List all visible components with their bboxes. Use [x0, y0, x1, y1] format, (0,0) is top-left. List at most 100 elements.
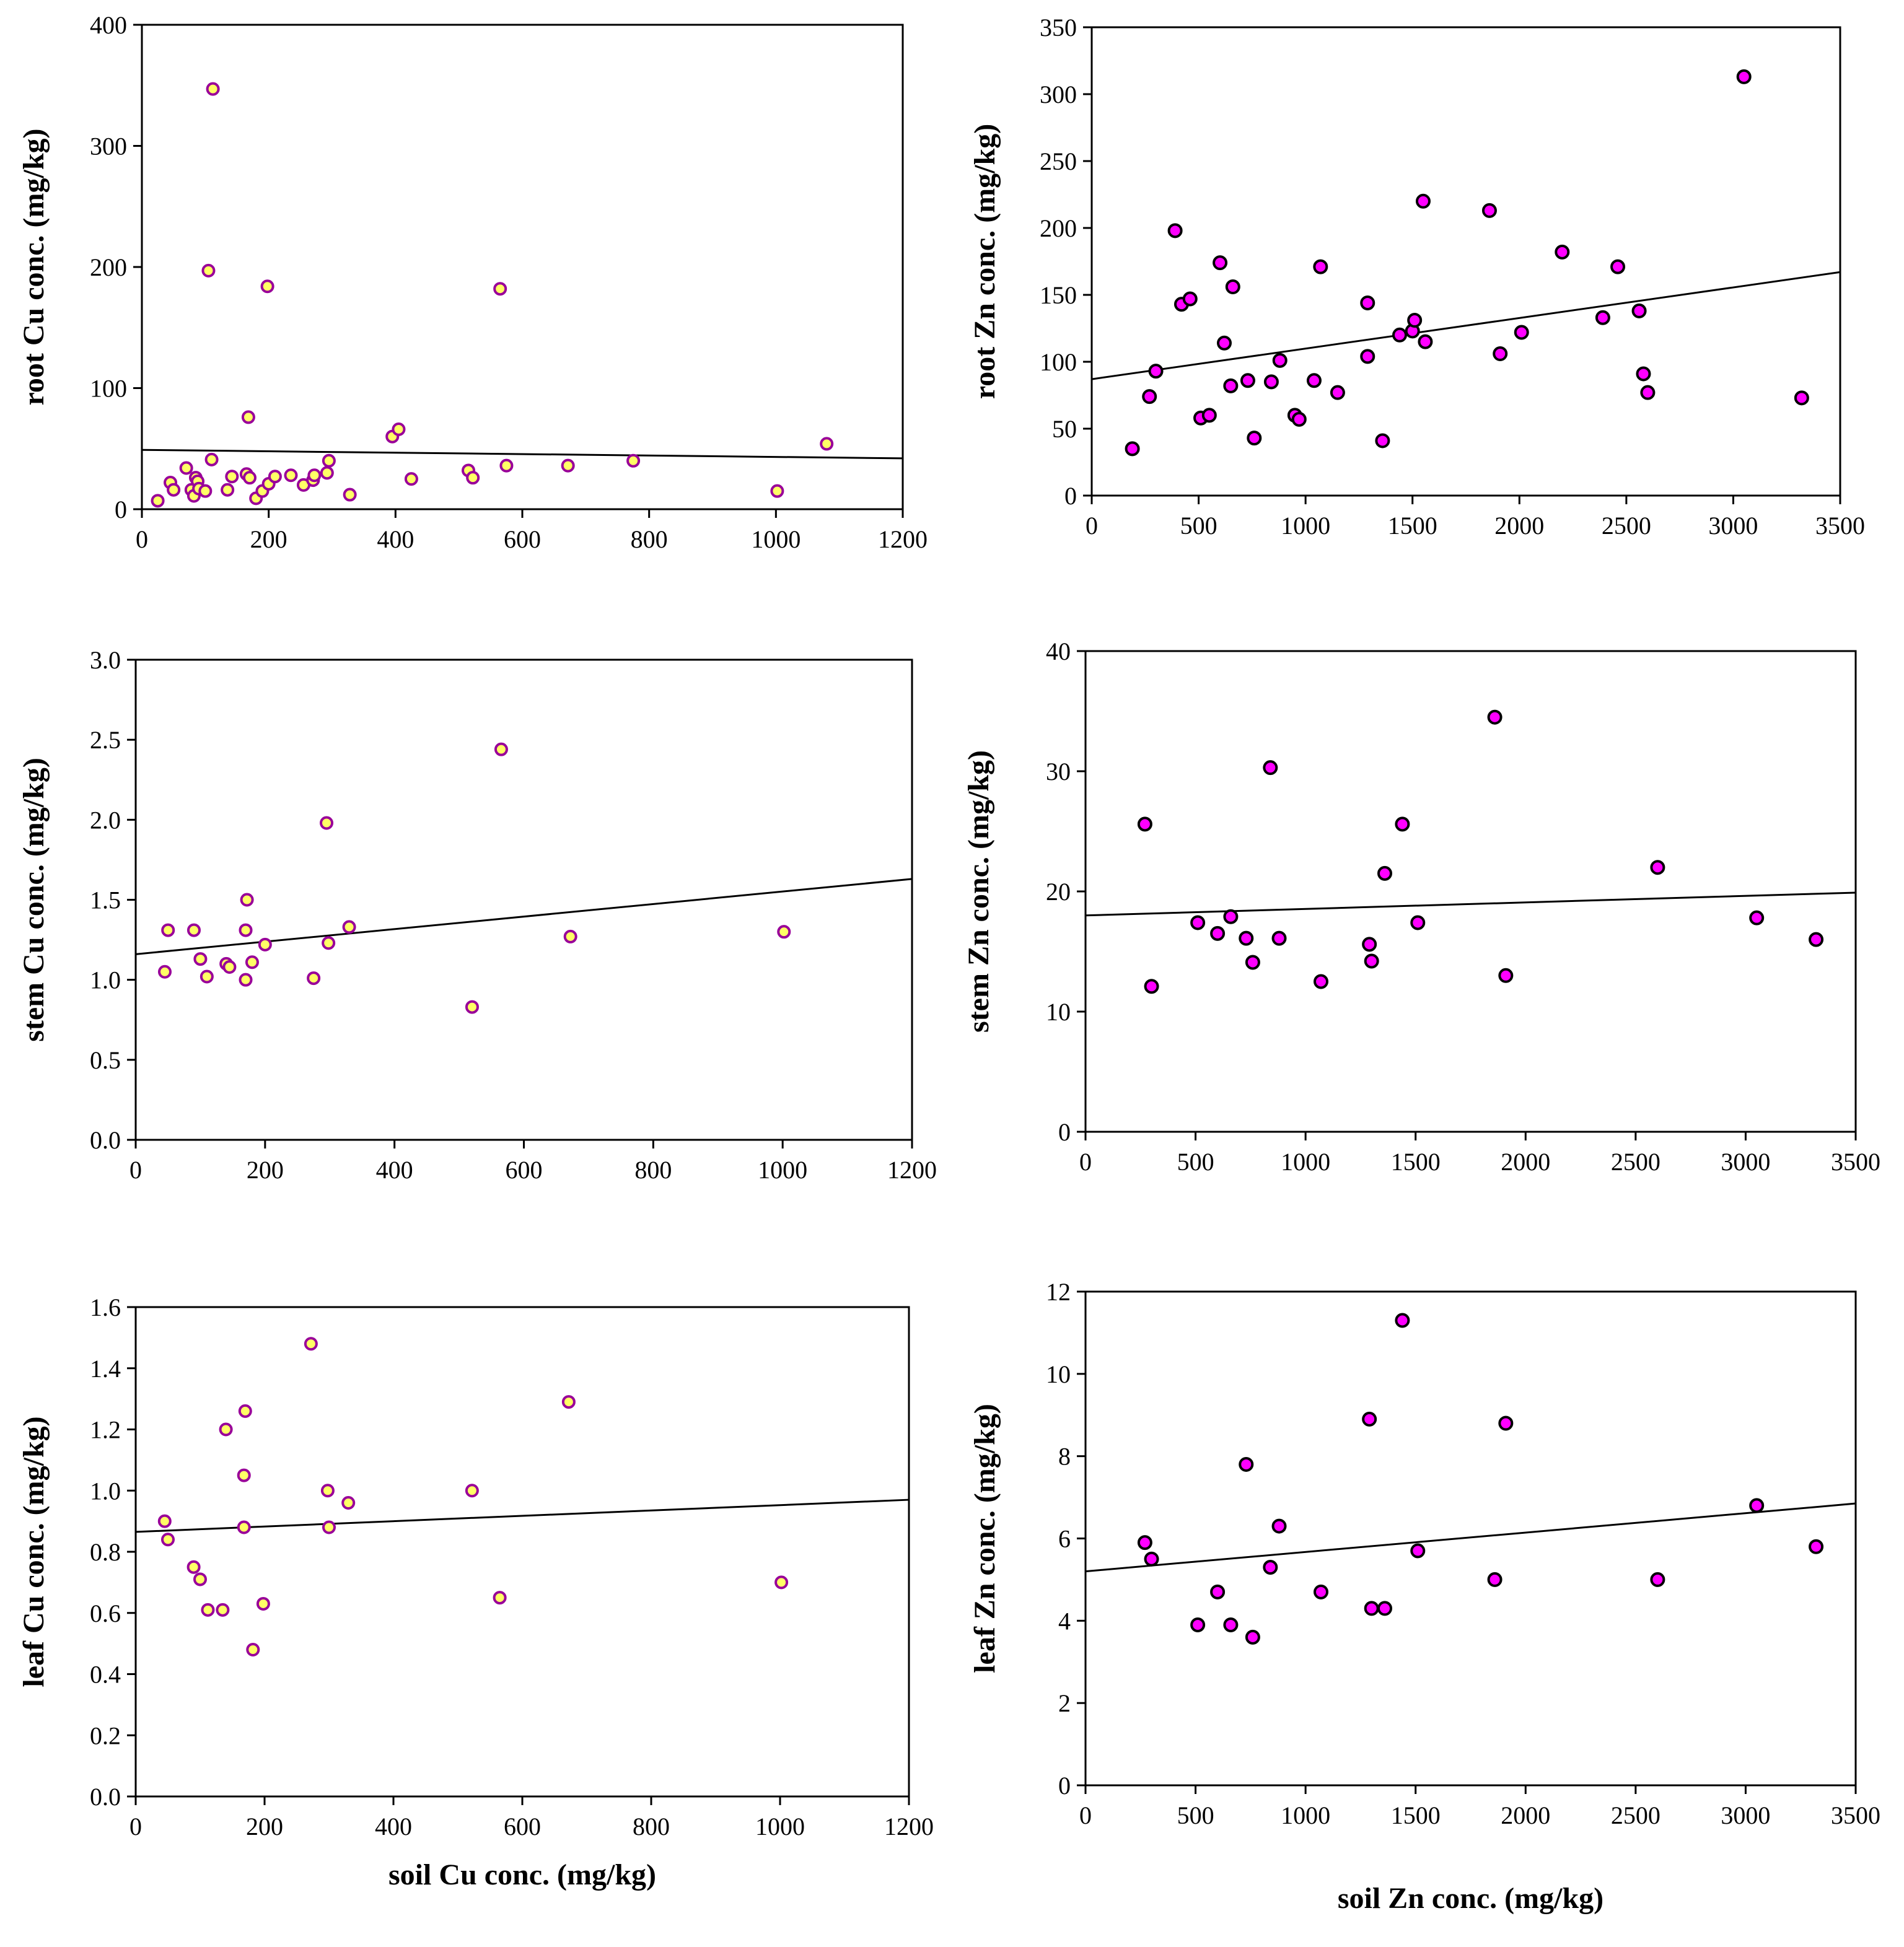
data-point — [1377, 865, 1392, 881]
data-point — [1314, 974, 1329, 989]
x-tick-label: 1200 — [887, 1156, 937, 1184]
data-point — [245, 955, 259, 969]
x-tick-label: 3500 — [1815, 512, 1865, 540]
data-point — [1148, 364, 1164, 379]
data-point — [260, 279, 274, 294]
data-point — [1213, 255, 1228, 271]
x-tick-label: 3000 — [1708, 512, 1758, 540]
chart-leaf-cu: 0 200 400 600 800 1000 1200 0.0 0.2 0.4 0.6 0.8 1.0 1… — [17, 1293, 934, 1891]
data-point — [404, 472, 418, 486]
data-point — [1247, 431, 1262, 446]
data-point — [1210, 925, 1226, 941]
trend-line — [141, 448, 903, 460]
data-point — [1364, 1601, 1379, 1616]
data-point — [1595, 310, 1610, 325]
data-point — [1223, 1617, 1239, 1632]
y-axis-title: root Zn conc. (mg/kg) — [968, 124, 1001, 399]
data-point — [493, 1591, 507, 1605]
data-point — [1650, 1572, 1665, 1587]
y-tick-label: 0.4 — [90, 1661, 121, 1689]
x-tick-label: 0 — [1086, 512, 1098, 540]
plot-frame — [141, 24, 904, 510]
x-tick-label: 3500 — [1831, 1148, 1880, 1176]
data-point — [1330, 385, 1345, 400]
data-point — [777, 925, 791, 939]
data-point — [1809, 1539, 1824, 1554]
x-tick-label: 2500 — [1611, 1801, 1661, 1829]
data-point — [1142, 389, 1157, 405]
x-tick-label: 1500 — [1391, 1801, 1441, 1829]
data-point — [307, 971, 321, 986]
data-point — [1640, 385, 1656, 400]
data-point — [1137, 1535, 1152, 1551]
data-point — [1239, 930, 1254, 946]
data-point — [1362, 937, 1377, 952]
data-point — [1263, 374, 1279, 390]
y-axis-title: stem Zn conc. (mg/kg) — [962, 750, 995, 1033]
data-point — [320, 466, 334, 480]
data-point — [1263, 1559, 1278, 1575]
data-point — [193, 952, 208, 966]
data-point — [341, 1496, 356, 1510]
data-point — [1210, 1584, 1226, 1599]
y-axis-title: leaf Cu conc. (mg/kg) — [17, 1416, 50, 1687]
trend-line — [1085, 891, 1856, 917]
data-point — [240, 893, 254, 907]
x-tick-label: 1200 — [884, 1813, 934, 1840]
data-point — [1306, 373, 1322, 388]
y-tick-label: 4 — [1058, 1607, 1071, 1635]
data-point — [1395, 816, 1410, 832]
x-tick-label: 0 — [129, 1156, 142, 1184]
chart-root-cu: 0 200 400 600 800 1000 1200 0 100 200 300 400 root C… — [17, 11, 928, 553]
data-point — [1736, 69, 1752, 84]
y-axis-title: root Cu conc. (mg/kg) — [17, 128, 50, 405]
data-point — [1125, 441, 1140, 457]
x-tick-label: 1000 — [1281, 1801, 1330, 1829]
x-tick-label: 3000 — [1721, 1801, 1770, 1829]
data-point — [561, 458, 575, 473]
y-tick-label: 12 — [1046, 1278, 1071, 1306]
y-tick-label: 3.0 — [90, 646, 121, 674]
x-tick-label: 2000 — [1501, 1801, 1550, 1829]
data-point — [561, 1395, 576, 1409]
data-point — [1498, 968, 1514, 983]
plot-frame — [134, 1306, 910, 1798]
data-point — [1636, 366, 1651, 382]
data-point — [322, 1520, 336, 1534]
x-tick-label: 1000 — [758, 1156, 807, 1184]
x-tick-label: 3500 — [1831, 1801, 1880, 1829]
data-point — [499, 458, 514, 473]
data-point — [1493, 346, 1508, 362]
x-tick-label: 0 — [1079, 1148, 1092, 1176]
plot-frame — [1090, 26, 1841, 497]
x-tick-label: 2500 — [1611, 1148, 1661, 1176]
data-point — [1809, 932, 1824, 947]
x-tick-label: 1000 — [1281, 512, 1330, 540]
data-point — [1216, 335, 1232, 351]
y-tick-label: 250 — [1040, 147, 1077, 175]
y-tick-label: 300 — [1040, 81, 1077, 108]
y-tick-label: 2.0 — [90, 806, 121, 834]
x-tick-label: 2500 — [1602, 512, 1651, 540]
data-point — [563, 929, 577, 943]
data-point — [1144, 1551, 1159, 1567]
x-tick-label: 600 — [506, 1156, 543, 1184]
data-point — [1395, 1313, 1410, 1328]
data-point — [1375, 433, 1390, 448]
data-point — [1360, 349, 1375, 364]
y-tick-label: 0 — [1058, 1118, 1071, 1146]
data-point — [216, 1603, 230, 1617]
data-point — [284, 468, 298, 483]
data-point — [343, 488, 357, 502]
data-point — [1245, 1629, 1260, 1645]
data-point — [1225, 279, 1240, 295]
x-tick-label: 0 — [136, 525, 148, 553]
trend-line — [135, 878, 913, 955]
data-point — [241, 410, 255, 424]
data-point — [179, 461, 193, 475]
data-point — [1291, 411, 1307, 427]
data-point — [1167, 223, 1183, 238]
data-point — [1481, 203, 1497, 218]
data-point — [493, 282, 507, 296]
data-point — [1364, 953, 1379, 969]
